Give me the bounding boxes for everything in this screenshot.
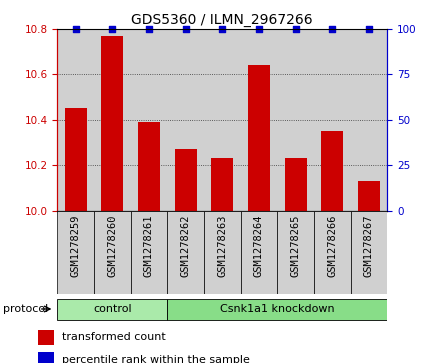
- Bar: [131, 29, 167, 211]
- Bar: [38, 330, 55, 345]
- Text: transformed count: transformed count: [62, 332, 166, 342]
- Bar: [138, 122, 160, 211]
- Point: [329, 26, 336, 32]
- Text: GSM1278262: GSM1278262: [180, 215, 191, 277]
- Bar: [131, 211, 167, 294]
- Bar: [241, 29, 277, 211]
- Bar: [351, 211, 387, 294]
- Bar: [314, 211, 351, 294]
- Point: [365, 26, 372, 32]
- Bar: [101, 36, 123, 211]
- Bar: [94, 29, 131, 211]
- Point: [219, 26, 226, 32]
- Bar: [38, 352, 55, 363]
- Bar: [285, 158, 307, 211]
- Text: GSM1278260: GSM1278260: [107, 215, 117, 277]
- Text: GSM1278267: GSM1278267: [364, 215, 374, 277]
- Text: GSM1278263: GSM1278263: [217, 215, 227, 277]
- Bar: [277, 29, 314, 211]
- Bar: [175, 149, 197, 211]
- Bar: [167, 211, 204, 294]
- Bar: [241, 211, 277, 294]
- Text: percentile rank within the sample: percentile rank within the sample: [62, 355, 250, 363]
- Bar: [204, 211, 241, 294]
- Bar: [204, 29, 241, 211]
- Point: [109, 26, 116, 32]
- Bar: [314, 29, 351, 211]
- Point: [292, 26, 299, 32]
- Bar: [277, 211, 314, 294]
- Bar: [248, 65, 270, 211]
- Point: [72, 26, 79, 32]
- Bar: [167, 299, 387, 320]
- Point: [255, 26, 262, 32]
- Text: Csnk1a1 knockdown: Csnk1a1 knockdown: [220, 304, 334, 314]
- Point: [182, 26, 189, 32]
- Point: [145, 26, 152, 32]
- Bar: [358, 181, 380, 211]
- Bar: [57, 299, 167, 320]
- Bar: [351, 29, 387, 211]
- Text: GSM1278261: GSM1278261: [144, 215, 154, 277]
- Text: GSM1278259: GSM1278259: [70, 215, 81, 277]
- Text: protocol: protocol: [3, 304, 48, 314]
- Bar: [57, 211, 94, 294]
- Bar: [167, 29, 204, 211]
- Bar: [94, 211, 131, 294]
- Bar: [211, 158, 233, 211]
- Text: GSM1278264: GSM1278264: [254, 215, 264, 277]
- Bar: [57, 29, 94, 211]
- Bar: [321, 131, 343, 211]
- Text: GSM1278266: GSM1278266: [327, 215, 337, 277]
- Title: GDS5360 / ILMN_2967266: GDS5360 / ILMN_2967266: [132, 13, 313, 26]
- Text: control: control: [93, 304, 132, 314]
- Text: GSM1278265: GSM1278265: [290, 215, 301, 277]
- Bar: [65, 109, 87, 211]
